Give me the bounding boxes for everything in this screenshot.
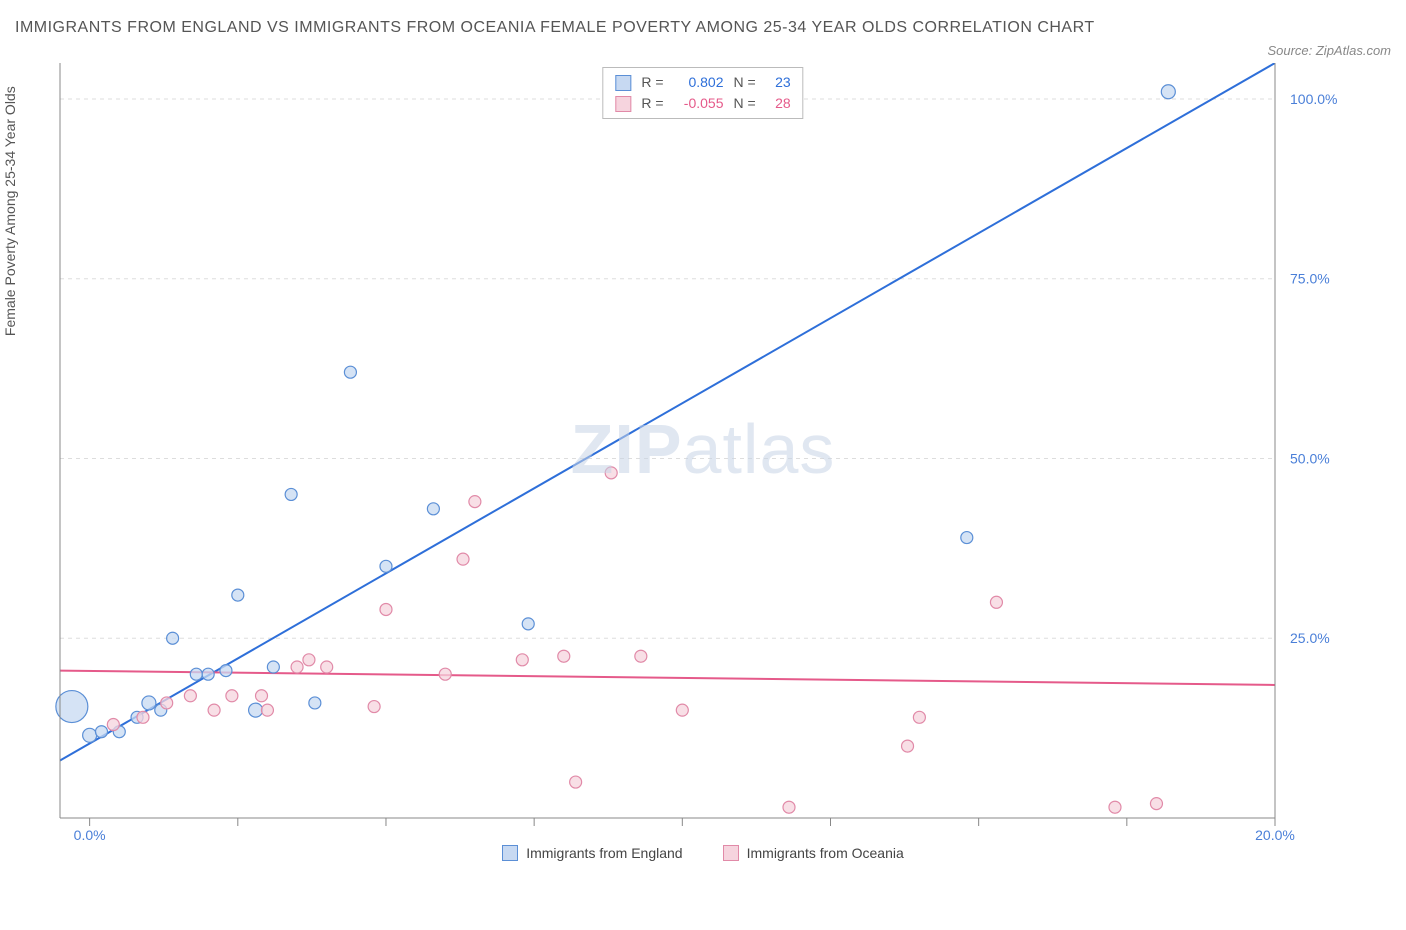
legend-label-1: Immigrants from England	[526, 845, 682, 861]
chart-container: IMMIGRANTS FROM ENGLAND VS IMMIGRANTS FR…	[15, 15, 1391, 861]
n-value-1: 23	[766, 72, 791, 93]
svg-text:0.0%: 0.0%	[74, 827, 106, 843]
n-label-2: N =	[734, 93, 756, 114]
stats-row-2: R = -0.055 N = 28	[615, 93, 790, 114]
svg-text:75.0%: 75.0%	[1290, 271, 1330, 287]
chart-title: IMMIGRANTS FROM ENGLAND VS IMMIGRANTS FR…	[15, 15, 1095, 41]
r-value-2: -0.055	[674, 93, 724, 114]
legend-item-1: Immigrants from England	[502, 845, 682, 861]
stats-legend: R = 0.802 N = 23 R = -0.055 N = 28	[602, 67, 803, 119]
n-value-2: 28	[766, 93, 791, 114]
legend-label-2: Immigrants from Oceania	[747, 845, 904, 861]
title-row: IMMIGRANTS FROM ENGLAND VS IMMIGRANTS FR…	[15, 15, 1391, 58]
r-label-2: R =	[641, 93, 663, 114]
bottom-legend: Immigrants from England Immigrants from …	[15, 845, 1391, 861]
svg-text:25.0%: 25.0%	[1290, 630, 1330, 646]
legend-swatch-2	[723, 845, 739, 861]
scatter-plot: 25.0% 50.0% 75.0% 100.0% 0.0% 20.0%	[15, 63, 1355, 843]
source-label: Source: ZipAtlas.com	[1267, 43, 1391, 58]
svg-text:50.0%: 50.0%	[1290, 450, 1330, 466]
plot-wrap: Female Poverty Among 25-34 Year Olds 25.…	[15, 63, 1391, 843]
legend-item-2: Immigrants from Oceania	[723, 845, 904, 861]
swatch-series-1	[615, 75, 631, 91]
svg-text:100.0%: 100.0%	[1290, 91, 1337, 107]
swatch-series-2	[615, 96, 631, 112]
r-value-1: 0.802	[674, 72, 724, 93]
legend-swatch-1	[502, 845, 518, 861]
y-axis-label: Female Poverty Among 25-34 Year Olds	[2, 86, 18, 336]
stats-row-1: R = 0.802 N = 23	[615, 72, 790, 93]
svg-text:20.0%: 20.0%	[1255, 827, 1295, 843]
n-label-1: N =	[734, 72, 756, 93]
r-label-1: R =	[641, 72, 663, 93]
